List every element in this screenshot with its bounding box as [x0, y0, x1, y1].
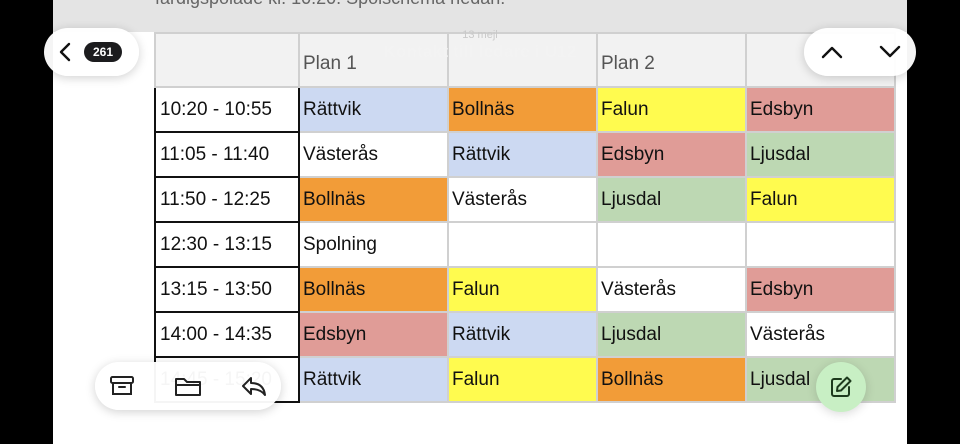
- column-header: Plan 1: [298, 32, 449, 88]
- chevron-left-icon: [56, 42, 76, 62]
- folder-icon: [175, 378, 201, 396]
- time-slot: 11:05 - 11:40: [154, 131, 300, 178]
- schedule-row: 11:50 - 12:25 Bollnäs Västerås Ljusdal Falun: [154, 176, 896, 223]
- schedule-row: 13:15 - 13:50 Bollnäs Falun Västerås Edsbyn: [154, 266, 896, 313]
- team-cell: [745, 221, 896, 268]
- team-cell: Falun: [745, 176, 896, 223]
- time-slot: 11:50 - 12:25: [154, 176, 300, 223]
- team-cell: Västerås: [298, 131, 449, 178]
- bottom-fade: [53, 410, 907, 444]
- schedule-row: 10:20 - 10:55 Rättvik Bollnäs Falun Edsbyn: [154, 86, 896, 133]
- compose-icon: [831, 376, 852, 397]
- team-cell: Ljusdal: [596, 176, 747, 223]
- schedule-row: 12:30 - 13:15 Spolning: [154, 221, 896, 268]
- reply-button[interactable]: [239, 372, 269, 400]
- archive-icon: [110, 376, 134, 395]
- email-text-cut: färdigspolade kl. 10.20. Spolschema neda…: [155, 0, 505, 9]
- chevron-down-icon: [879, 45, 901, 58]
- team-cell: Västerås: [745, 311, 896, 358]
- message-nav: [804, 28, 916, 76]
- column-header: [154, 32, 300, 88]
- team-cell: Bollnäs: [447, 86, 598, 133]
- team-cell: Ljusdal: [745, 131, 896, 178]
- team-cell: Rättvik: [447, 311, 598, 358]
- unread-count-badge: 261: [84, 42, 122, 62]
- chevron-up-icon: [821, 46, 843, 59]
- column-header: [447, 32, 598, 88]
- time-slot: 12:30 - 13:15: [154, 221, 300, 268]
- archive-button[interactable]: [107, 372, 137, 400]
- column-header: Plan 2: [596, 32, 747, 88]
- team-cell: Bollnäs: [298, 266, 449, 313]
- team-cell: Edsbyn: [596, 131, 747, 178]
- reply-icon: [242, 377, 266, 396]
- thread-title: Kontakt till ledare i U12: [383, 42, 577, 61]
- time-slot: 14:00 - 14:35: [154, 311, 300, 358]
- team-cell: Ljusdal: [596, 311, 747, 358]
- thread-count: 13 mejl: [462, 29, 498, 41]
- team-cell: Edsbyn: [298, 311, 449, 358]
- move-to-folder-button[interactable]: [173, 372, 203, 400]
- team-cell: Västerås: [596, 266, 747, 313]
- team-cell: Edsbyn: [745, 266, 896, 313]
- team-cell: [596, 221, 747, 268]
- team-cell: Rättvik: [298, 356, 449, 403]
- team-cell: [447, 221, 598, 268]
- team-cell: Västerås: [447, 176, 598, 223]
- team-cell: Bollnäs: [298, 176, 449, 223]
- back-button[interactable]: 261: [44, 28, 139, 76]
- team-cell: Bollnäs: [596, 356, 747, 403]
- email-body: färdigspolade kl. 10.20. Spolschema neda…: [53, 0, 907, 444]
- previous-message-button[interactable]: [816, 38, 848, 66]
- next-message-button[interactable]: [874, 38, 906, 66]
- team-cell: Spolning: [298, 221, 449, 268]
- team-cell: Edsbyn: [745, 86, 896, 133]
- team-cell: Falun: [596, 86, 747, 133]
- compose-button[interactable]: [816, 362, 866, 412]
- action-toolbar: [95, 362, 281, 410]
- time-slot: 10:20 - 10:55: [154, 86, 300, 133]
- team-cell: Falun: [447, 356, 598, 403]
- email-body-top: färdigspolade kl. 10.20. Spolschema neda…: [53, 0, 907, 32]
- team-cell: Rättvik: [447, 131, 598, 178]
- schedule-row: 14:00 - 14:35 Edsbyn Rättvik Ljusdal Västerå…: [154, 311, 896, 358]
- time-slot: 13:15 - 13:50: [154, 266, 300, 313]
- team-cell: Rättvik: [298, 86, 449, 133]
- schedule-row: 11:05 - 11:40 Västerås Rättvik Edsbyn Ljusda…: [154, 131, 896, 178]
- schedule-table: Plan 1 Plan 2 10:20 - 10:55 Rättvik Bollnäs F…: [154, 32, 896, 403]
- team-cell: Falun: [447, 266, 598, 313]
